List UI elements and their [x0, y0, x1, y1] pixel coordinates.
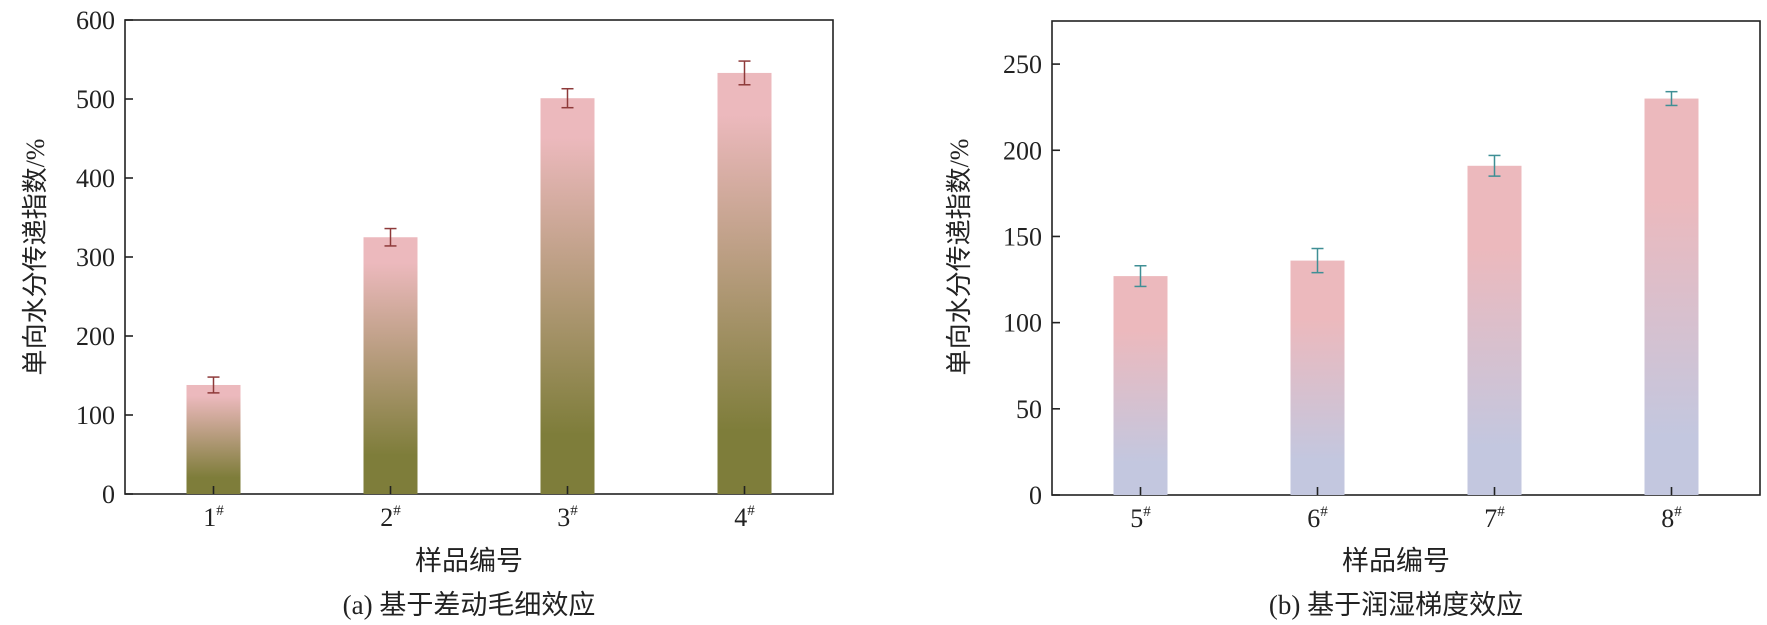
y-tick-label: 50	[1016, 395, 1042, 424]
y-tick-label: 400	[76, 164, 115, 193]
x-axis-ticks-a: 1# 2# 3# 4#	[203, 486, 755, 532]
x-tick-label: 5#	[1130, 504, 1151, 533]
y-axis-ticks-b: 0 50 100 150 200 250	[1003, 50, 1060, 510]
bars-b	[1113, 90, 1699, 496]
bar-1	[186, 384, 241, 494]
bar-7	[1467, 165, 1522, 495]
y-axis-ticks-a: 0 100 200 300 400 500 600	[76, 6, 133, 509]
bar-4	[717, 72, 772, 495]
error-bar-3	[561, 87, 574, 109]
x-tick-label: 4#	[734, 503, 755, 532]
y-tick-label: 100	[76, 401, 115, 430]
x-axis-label-b: 样品编号	[1342, 546, 1450, 576]
x-tick-label: 6#	[1307, 504, 1328, 533]
y-tick-label: 0	[1029, 481, 1042, 510]
x-tick-label: 8#	[1661, 504, 1682, 533]
bar-2	[363, 237, 418, 494]
error-bar-2	[384, 227, 397, 247]
x-tick-label: 7#	[1484, 504, 1505, 533]
x-tick-label: 1#	[203, 503, 224, 532]
x-tick-label: 3#	[557, 503, 578, 532]
caption-b: (b) 基于润湿梯度效应	[1269, 590, 1523, 620]
error-bar-6	[1311, 247, 1324, 274]
error-bar-5	[1134, 265, 1147, 288]
bars-a	[186, 60, 772, 495]
y-tick-label: 100	[1003, 309, 1042, 338]
error-bar-4	[738, 60, 751, 86]
y-tick-label: 200	[76, 322, 115, 351]
x-axis-ticks-b: 5# 6# 7# 8#	[1130, 487, 1682, 533]
caption-a: (a) 基于差动毛细效应	[343, 590, 596, 620]
bar-3	[540, 98, 595, 495]
plot-frame-b	[1051, 20, 1761, 496]
error-bar-8	[1665, 90, 1678, 107]
bar-8	[1644, 98, 1699, 496]
y-tick-label: 200	[1003, 136, 1042, 165]
y-tick-label: 600	[76, 6, 115, 35]
error-bar-1	[207, 376, 220, 394]
y-axis-label-b: 单向水分传递指数/%	[945, 139, 974, 376]
y-tick-label: 300	[76, 243, 115, 272]
y-tick-label: 250	[1003, 50, 1042, 79]
panel-b: 0 50 100 150 200 250 5# 6# 7# 8# 单向水分传递指数/% 样品编号…	[945, 20, 1761, 620]
y-tick-label: 0	[102, 480, 115, 509]
x-tick-label: 2#	[380, 503, 401, 532]
y-tick-label: 150	[1003, 222, 1042, 251]
error-bar-7	[1488, 154, 1501, 177]
bar-6	[1290, 260, 1345, 495]
bar-5	[1113, 276, 1168, 495]
x-axis-label-a: 样品编号	[415, 546, 523, 576]
y-tick-label: 500	[76, 85, 115, 114]
y-axis-label-a: 单向水分传递指数/%	[21, 139, 50, 376]
